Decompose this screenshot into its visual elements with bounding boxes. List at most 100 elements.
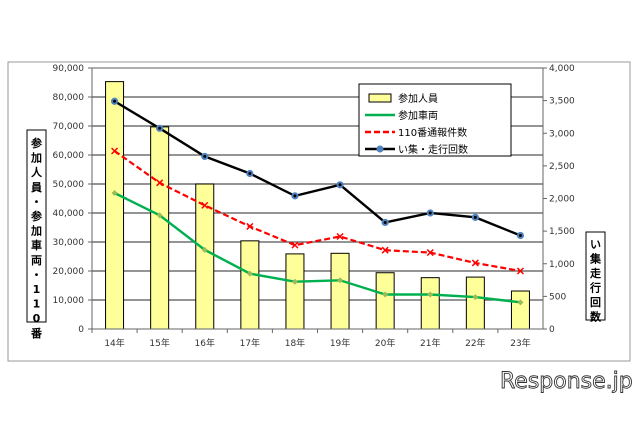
left-axis-title: 参加人員・参加車両・110番 [26, 129, 47, 340]
diamond-marker [337, 277, 344, 284]
x-axis-ticks: 14年 15年 16年 17年 18年 19年 20年 21年 22年 23年 [91, 329, 531, 349]
bar [510, 290, 530, 330]
right-tick-label: 2,000 [549, 195, 575, 205]
legend-label: 参加人員 [398, 92, 438, 105]
axis-title-char: い [590, 238, 601, 251]
axis-title-char: 加 [30, 224, 42, 238]
point-marker-center [248, 172, 252, 176]
x-marker [471, 259, 479, 267]
legend-swatch [368, 93, 392, 103]
x-tick-label: 22年 [465, 337, 485, 349]
point-marker-center [428, 211, 432, 215]
left-tick-label: 90,000 [53, 64, 85, 74]
bar [240, 240, 260, 330]
left-tick-label: 50,000 [53, 180, 85, 190]
x-tick-label: 23年 [510, 337, 530, 349]
x-tick-label: 15年 [149, 337, 169, 349]
x-tick-label: 19年 [330, 337, 350, 349]
series-line [114, 191, 521, 304]
x-tick-label: 14年 [104, 337, 124, 349]
right-tick-label: 3,000 [549, 129, 575, 139]
x-marker [111, 147, 119, 155]
axis-title-char: 員 [30, 181, 42, 194]
point-marker-center [473, 215, 477, 219]
legend-marker [376, 145, 384, 153]
diamond-marker [427, 291, 434, 298]
diamond-marker [291, 278, 298, 285]
point-marker-center [158, 126, 162, 130]
bar [285, 253, 305, 330]
left-tick-label: 40,000 [53, 209, 85, 219]
bar [465, 276, 485, 330]
x-tick-label: 17年 [240, 337, 260, 349]
x-marker [516, 267, 524, 275]
right-axis-ticks: 0 500 1,000 1,500 2,000 2,500 3,000 3,500 4,000 [543, 64, 575, 335]
series-line [113, 150, 521, 273]
watermark: Response.jp [500, 369, 633, 394]
axis-title-char: 車 [31, 238, 42, 252]
legend-label: 110番通報件数 [398, 126, 467, 139]
axis-title-char: 集 [589, 252, 602, 266]
left-tick-label: 20,000 [53, 267, 85, 277]
right-tick-label: 1,500 [549, 227, 575, 237]
x-marker [201, 201, 209, 209]
axis-title-char: 行 [589, 281, 601, 295]
bar [420, 277, 440, 330]
x-marker [336, 232, 344, 241]
right-tick-label: 500 [549, 292, 566, 302]
right-tick-label: 2,500 [549, 162, 575, 172]
diamond-marker [156, 212, 163, 219]
bar [375, 272, 395, 330]
diamond-marker [201, 246, 208, 253]
right-tick-label: 1,000 [549, 260, 575, 270]
axis-title-char: 番 [30, 326, 43, 340]
axis-title-char: 走 [589, 266, 601, 280]
bar [105, 81, 125, 330]
left-tick-label: 60,000 [53, 151, 85, 161]
point-marker-center [338, 183, 342, 187]
line-series [110, 97, 525, 306]
left-tick-label: 70,000 [53, 122, 85, 132]
diamond-marker [472, 294, 479, 301]
bar-series [105, 81, 530, 330]
left-tick-label: 80,000 [53, 93, 85, 103]
bar [330, 252, 350, 330]
left-tick-label: 0 [78, 325, 84, 335]
diamond-marker [382, 291, 389, 298]
x-marker [156, 179, 164, 187]
axis-title-char: ・ [31, 195, 42, 208]
x-tick-label: 21年 [420, 337, 440, 349]
axis-title-char: 0 [33, 312, 41, 325]
point-marker-center [293, 194, 297, 198]
left-tick-label: 30,000 [53, 238, 85, 248]
axis-title-char: 加 [30, 151, 42, 165]
diamond-marker [246, 270, 253, 277]
axis-title-char: 1 [33, 283, 41, 296]
point-marker-center [383, 220, 387, 224]
right-tick-label: 4,000 [549, 64, 575, 74]
right-tick-label: 0 [549, 325, 555, 335]
axis-title-char: 両 [31, 254, 42, 267]
axis-title-char: 1 [33, 298, 41, 311]
axis-title-char: 参 [31, 136, 43, 150]
x-marker [291, 241, 299, 249]
point-marker-center [113, 99, 117, 103]
chart-frame [7, 61, 631, 362]
x-marker [246, 222, 254, 230]
left-tick-label: 10,000 [53, 296, 85, 306]
x-tick-label: 16年 [195, 337, 215, 349]
x-tick-label: 18年 [285, 337, 305, 349]
bar [150, 126, 170, 330]
axis-title-char: 参 [31, 209, 43, 223]
diamond-marker [517, 299, 524, 306]
axis-title-char: 人 [31, 165, 43, 179]
left-axis-ticks: 0 10,000 20,000 30,000 40,000 50,000 60,000 70,… [53, 64, 92, 335]
axis-title-char: 数 [590, 310, 602, 324]
point-marker-center [518, 233, 522, 237]
x-marker [381, 246, 389, 254]
x-tick-label: 20年 [375, 337, 395, 349]
right-tick-label: 3,500 [549, 97, 575, 107]
